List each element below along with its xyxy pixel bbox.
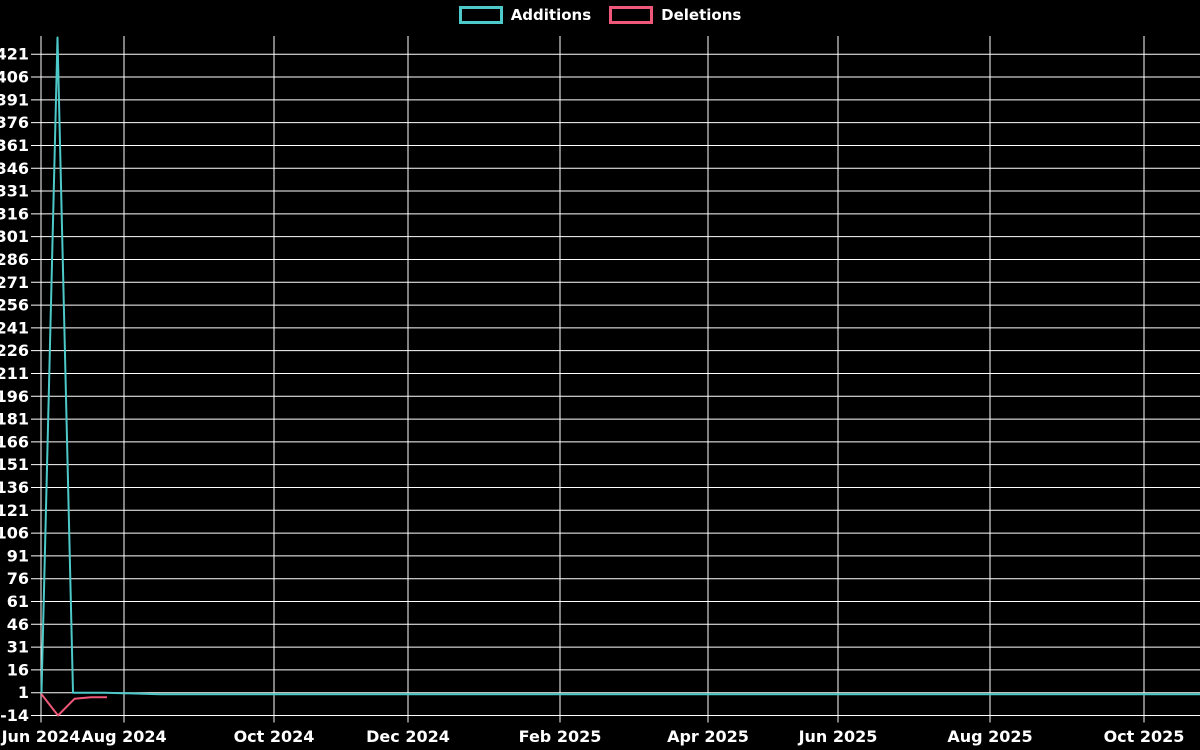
- y-tick-label: 181: [0, 410, 29, 429]
- y-tick-label: 346: [0, 159, 29, 178]
- x-tick-label: Oct 2025: [1104, 727, 1185, 746]
- chart-legend: Additions Deletions: [0, 6, 1200, 24]
- y-tick-label: 391: [0, 90, 29, 109]
- legend-swatch-deletions: [609, 6, 654, 24]
- y-tick-label: 286: [0, 250, 29, 269]
- legend-item-deletions[interactable]: Deletions: [609, 6, 741, 24]
- legend-label: Deletions: [661, 5, 742, 24]
- x-tick-label: Feb 2025: [519, 727, 602, 746]
- y-tick-label: 211: [0, 364, 29, 383]
- y-tick-label: 196: [0, 387, 29, 406]
- y-tick-label: 151: [0, 455, 29, 474]
- y-tick-label: 331: [0, 182, 29, 201]
- y-tick-label: 91: [7, 546, 29, 565]
- y-tick-label: 421: [0, 45, 29, 64]
- y-tick-label: 16: [7, 660, 29, 679]
- y-tick-label: 121: [0, 501, 29, 520]
- y-tick-label: 76: [7, 569, 29, 588]
- y-tick-label: 166: [0, 432, 29, 451]
- y-tick-label: 301: [0, 227, 29, 246]
- y-tick-label: 46: [7, 615, 29, 634]
- y-tick-label: 271: [0, 273, 29, 292]
- x-tick-label: Dec 2024: [366, 727, 450, 746]
- y-tick-label: 256: [0, 296, 29, 315]
- x-tick-label: Aug 2024: [81, 727, 166, 746]
- legend-label: Additions: [510, 5, 592, 24]
- x-tick-label: Jun 2025: [798, 727, 878, 746]
- legend-item-additions[interactable]: Additions: [458, 5, 592, 24]
- series-line-deletions: [40, 693, 107, 717]
- y-tick-label: 226: [0, 341, 29, 360]
- x-tick-label: Aug 2025: [947, 727, 1032, 746]
- x-tick-label: Apr 2025: [667, 727, 749, 746]
- y-tick-label: -14: [0, 706, 29, 725]
- y-tick-label: 241: [0, 318, 29, 337]
- y-tick-label: 361: [0, 136, 29, 155]
- y-tick-label: 136: [0, 478, 29, 497]
- y-tick-label: 31: [7, 638, 29, 657]
- x-tick-label: Jun 2024: [1, 727, 81, 746]
- y-tick-label: 1: [18, 683, 29, 702]
- y-tick-label: 376: [0, 113, 29, 132]
- y-tick-label: 406: [0, 68, 29, 87]
- y-tick-label: 61: [7, 592, 29, 611]
- legend-swatch-additions: [458, 6, 503, 24]
- series-line-additions: [40, 36, 1200, 696]
- x-tick-label: Oct 2024: [234, 727, 315, 746]
- y-tick-label: 106: [0, 524, 29, 543]
- y-tick-label: 316: [0, 204, 29, 223]
